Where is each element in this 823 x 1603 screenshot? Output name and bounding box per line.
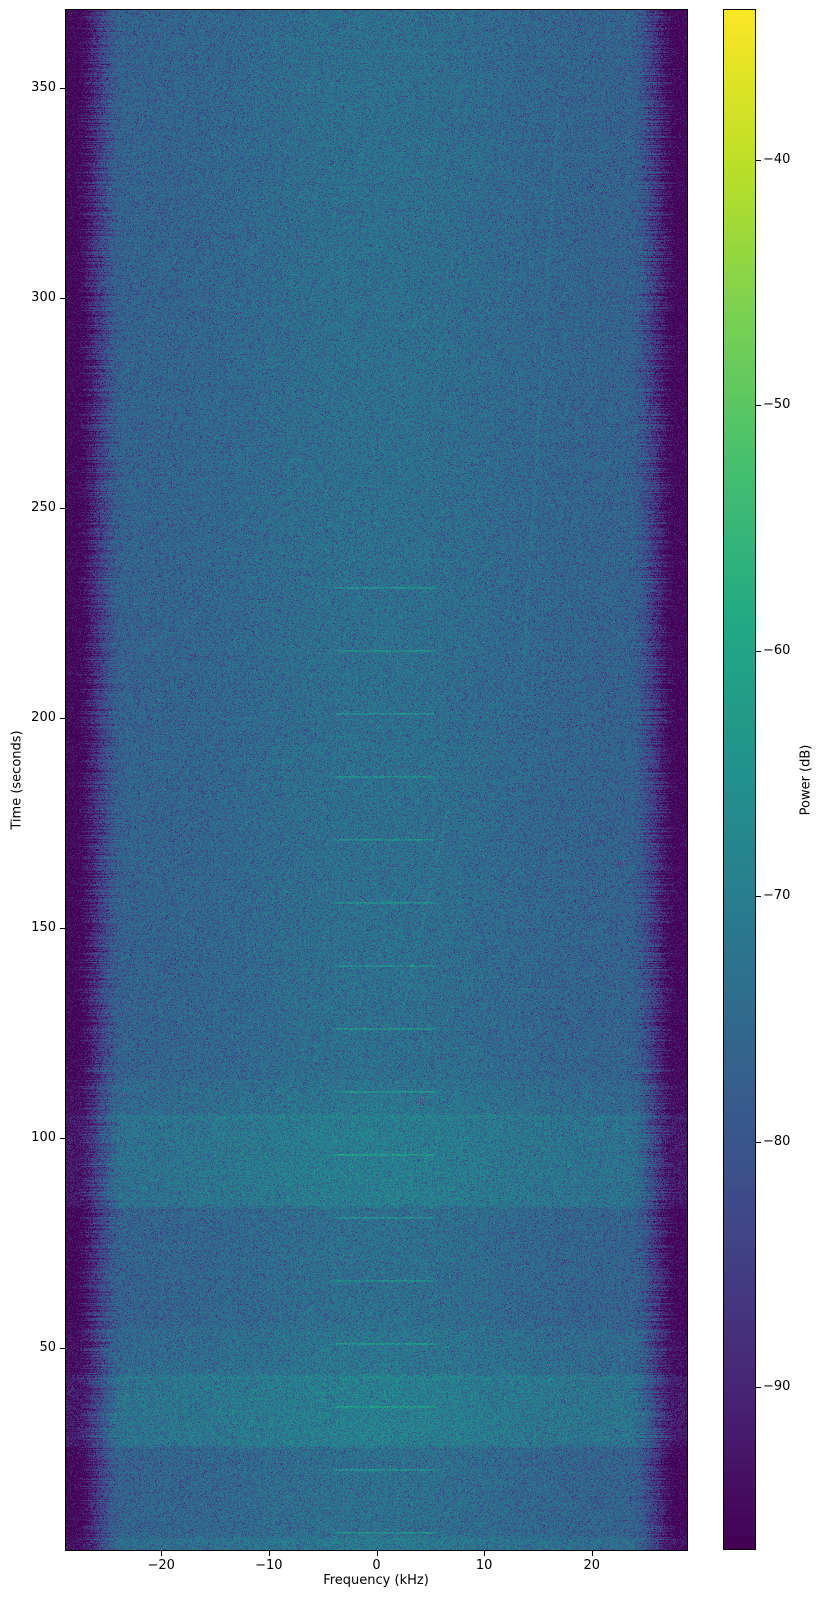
colorbar-tick-mark xyxy=(756,896,761,898)
y-tick-mark xyxy=(60,718,65,720)
colorbar-tick-mark xyxy=(756,650,761,652)
y-tick-mark xyxy=(60,1347,65,1349)
x-tick-mark xyxy=(268,1551,270,1556)
colorbar-tick-mark xyxy=(756,405,761,407)
colorbar-tick-label: −80 xyxy=(763,1133,791,1149)
x-tick-label: 20 xyxy=(583,1558,601,1573)
y-tick-mark xyxy=(60,88,65,90)
colorbar-tick-mark xyxy=(756,1141,761,1143)
x-tick-label: 0 xyxy=(372,1558,381,1573)
x-tick-label: −20 xyxy=(147,1558,175,1573)
y-tick-label: 200 xyxy=(31,710,56,726)
y-tick-label: 300 xyxy=(31,290,56,306)
x-tick-mark xyxy=(591,1551,593,1556)
y-tick-label: 150 xyxy=(31,920,56,936)
spectrogram-image xyxy=(66,10,687,1550)
colorbar-tick-mark xyxy=(756,159,761,161)
colorbar-tick-label: −70 xyxy=(763,888,791,904)
x-tick-mark xyxy=(376,1551,378,1556)
colorbar-tick-label: −50 xyxy=(763,397,791,413)
y-tick-label: 350 xyxy=(31,80,56,96)
y-tick-mark xyxy=(60,298,65,300)
x-axis-label: Frequency (kHz) xyxy=(323,1573,429,1588)
x-tick-mark xyxy=(161,1551,163,1556)
x-tick-label: 10 xyxy=(475,1558,493,1573)
colorbar-label: Power (dB) xyxy=(798,744,814,816)
x-tick-label: −10 xyxy=(255,1558,283,1573)
y-tick-mark xyxy=(60,928,65,930)
y-tick-label: 50 xyxy=(39,1339,56,1355)
colorbar-tick-label: −60 xyxy=(763,642,791,658)
y-axis-label: Time (seconds) xyxy=(9,730,25,830)
colorbar-tick-label: −90 xyxy=(763,1379,791,1394)
x-tick-mark xyxy=(484,1551,486,1556)
colorbar-tick-label: −40 xyxy=(763,151,791,167)
y-tick-label: 100 xyxy=(31,1130,56,1146)
y-tick-mark xyxy=(60,1138,65,1140)
colorbar-tick-mark xyxy=(756,1387,761,1388)
y-tick-label: 250 xyxy=(31,500,56,516)
colorbar-gradient xyxy=(724,10,755,1549)
y-tick-mark xyxy=(60,508,65,510)
